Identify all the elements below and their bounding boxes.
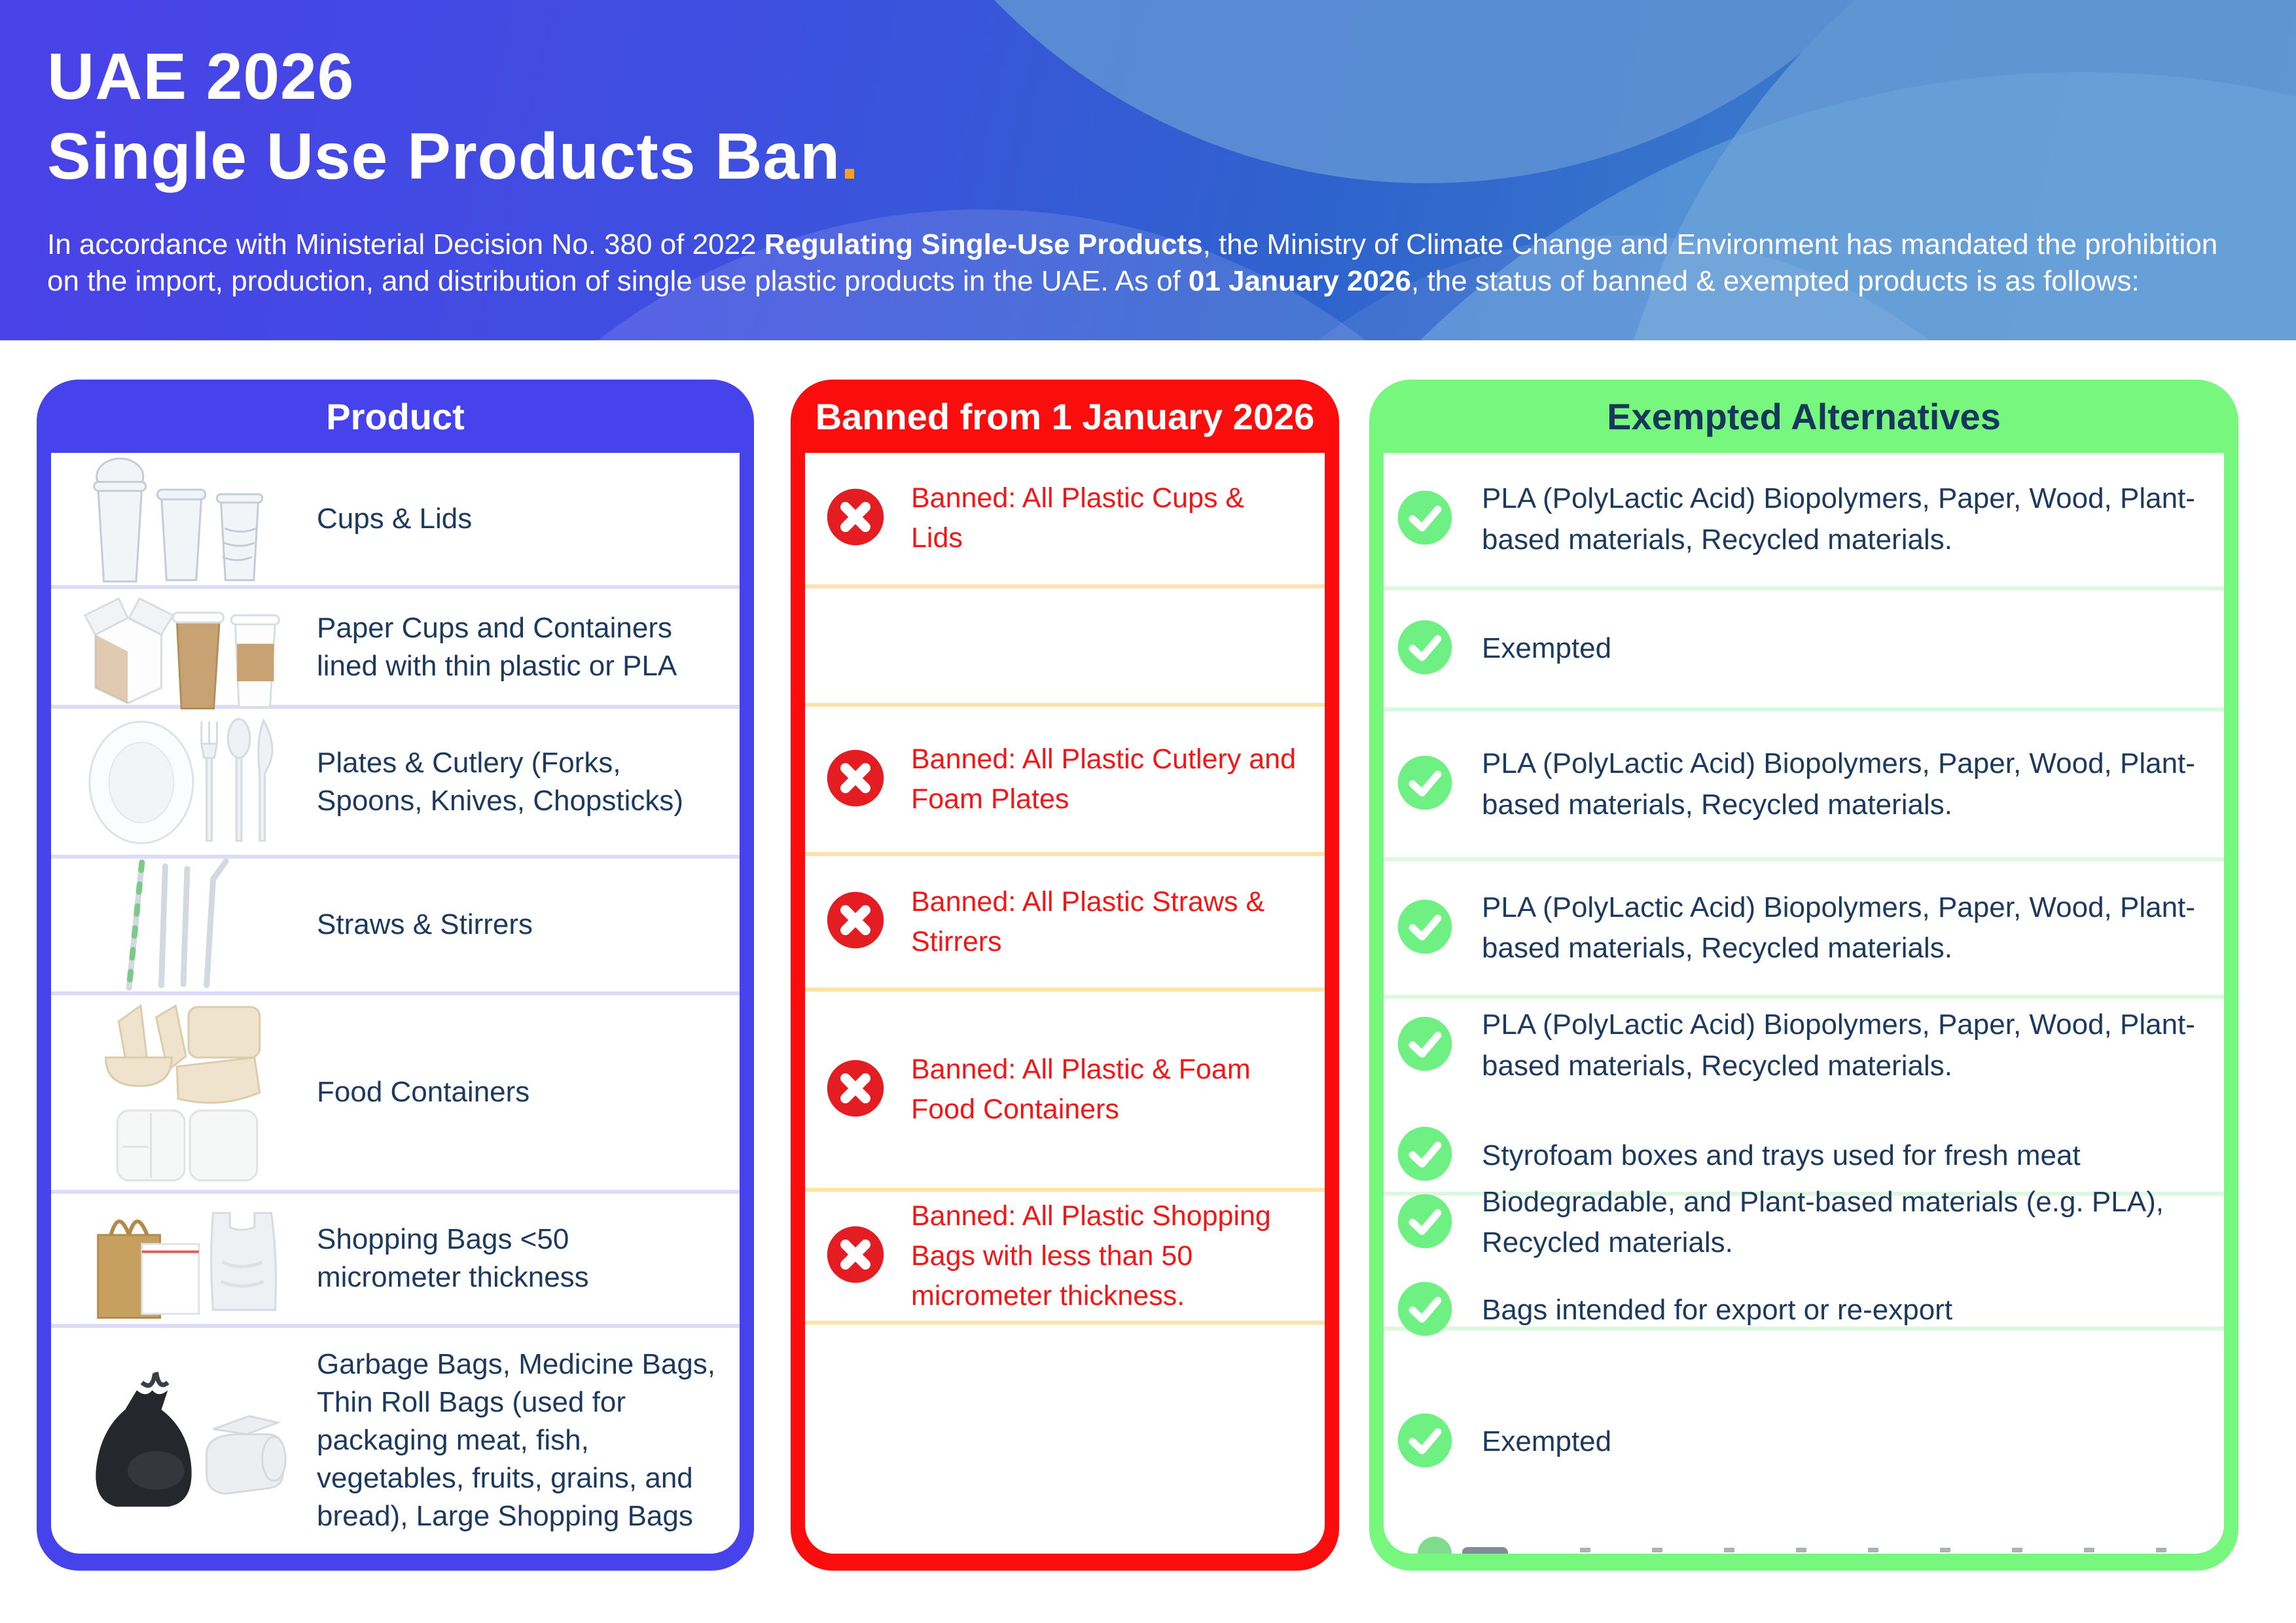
exempted-entry: Exempted xyxy=(1397,1412,2198,1472)
check-circle-icon xyxy=(1397,1126,1453,1185)
banned-text: Banned: All Plastic Cups & Lids xyxy=(911,482,1245,554)
straws-image xyxy=(80,851,300,999)
exempted-entry: Bags intended for export or re-export xyxy=(1397,1281,2198,1340)
food-containers-image xyxy=(80,995,300,1189)
banned-row-paper-cups-empty xyxy=(805,588,1325,707)
clipped-text-fragments xyxy=(1384,1534,2224,1554)
exempted-text: Exempted xyxy=(1482,632,1612,665)
exempted-column-header: Exempted Alternatives xyxy=(1607,395,2001,437)
product-column: Product xyxy=(37,380,754,1571)
hero-background-curves xyxy=(598,0,2296,340)
exempted-row-garbage-bags: Exempted xyxy=(1384,1330,2224,1554)
row-straws-stirrers: Straws & Stirrers xyxy=(51,858,740,995)
row-food-containers: Food Containers xyxy=(51,995,740,1194)
check-circle-icon xyxy=(1397,490,1453,549)
product-label: Plates & Cutlery (Forks, Spoons, Knives,… xyxy=(317,746,684,817)
shopping-bags-image xyxy=(80,1185,300,1333)
check-circle-icon xyxy=(1397,755,1453,814)
row-garbage-bags: Garbage Bags, Medicine Bags, Thin Roll B… xyxy=(51,1328,740,1554)
banned-column-body: Banned: All Plastic Cups & Lids Banned: … xyxy=(805,453,1325,1554)
exempted-text: PLA (PolyLactic Acid) Biopolymers, Paper… xyxy=(1482,482,2195,556)
banned-row-cutlery: Banned: All Plastic Cutlery and Foam Pla… xyxy=(805,707,1325,857)
plate-cutlery-image xyxy=(80,707,300,856)
banned-text: Banned: All Plastic Straws & Stirrers xyxy=(911,885,1265,957)
exempted-text: Bags intended for export or re-export xyxy=(1482,1293,1953,1326)
exempted-text: PLA (PolyLactic Acid) Biopolymers, Paper… xyxy=(1482,747,2195,821)
x-circle-icon xyxy=(826,1225,885,1287)
exempted-text: PLA (PolyLactic Acid) Biopolymers, Paper… xyxy=(1482,891,2195,965)
exempted-column-body: PLA (PolyLactic Acid) Biopolymers, Paper… xyxy=(1384,453,2224,1554)
exempted-entry: Biodegradable, and Plant-based materials… xyxy=(1397,1182,2198,1264)
exempted-entry: Exempted xyxy=(1397,619,2198,679)
page-title: UAE 2026 Single Use Products Ban. xyxy=(47,37,2244,196)
check-circle-icon xyxy=(1397,1412,1453,1472)
plastic-cups-image xyxy=(80,453,300,594)
x-circle-icon xyxy=(826,891,885,953)
banned-row-straws: Banned: All Plastic Straws & Stirrers xyxy=(805,856,1325,992)
exempted-row-straws: PLA (PolyLactic Acid) Biopolymers, Paper… xyxy=(1384,861,2224,999)
row-paper-cups: Paper Cups and Containers lined with thi… xyxy=(51,589,740,710)
product-column-header: Product xyxy=(326,395,465,437)
exempted-column: Exempted Alternatives PLA (PolyLactic Ac… xyxy=(1369,380,2238,1571)
banned-text: Banned: All Plastic Cutlery and Foam Pla… xyxy=(911,743,1296,815)
exempted-entry: PLA (PolyLactic Acid) Biopolymers, Paper… xyxy=(1397,743,2198,825)
exempted-text: Styrofoam boxes and trays used for fresh… xyxy=(1482,1139,2081,1171)
title-line-2: Single Use Products Ban. xyxy=(47,120,859,193)
banned-column-header: Banned from 1 January 2026 xyxy=(815,395,1315,437)
check-circle-icon xyxy=(1397,619,1453,679)
exempted-row-paper-cups: Exempted xyxy=(1384,590,2224,711)
banned-text: Banned: All Plastic & Foam Food Containe… xyxy=(911,1054,1251,1126)
check-circle-icon xyxy=(1397,1281,1453,1340)
intro-paragraph: In accordance with Ministerial Decision … xyxy=(47,228,2218,298)
row-shopping-bags: Shopping Bags <50 micrometer thickness xyxy=(51,1194,740,1328)
check-circle-icon xyxy=(1397,1193,1453,1253)
product-label: Food Containers xyxy=(317,1076,530,1109)
exempted-text: PLA (PolyLactic Acid) Biopolymers, Paper… xyxy=(1482,1008,2195,1082)
x-circle-icon xyxy=(826,749,885,811)
check-circle-icon xyxy=(1397,899,1453,958)
exempted-entry: PLA (PolyLactic Acid) Biopolymers, Paper… xyxy=(1397,1005,2198,1086)
product-label: Straws & Stirrers xyxy=(317,908,533,941)
clipped-glyph xyxy=(1462,1547,1508,1554)
title-line-1: UAE 2026 xyxy=(47,40,355,113)
banned-column: Banned from 1 January 2026 Banned: All P… xyxy=(791,380,1339,1571)
banned-text: Banned: All Plastic Shopping Bags with l… xyxy=(911,1200,1271,1312)
product-label: Paper Cups and Containers lined with thi… xyxy=(317,611,677,682)
x-circle-icon xyxy=(826,1059,885,1121)
x-circle-icon xyxy=(826,488,885,550)
hero-banner: UAE 2026 Single Use Products Ban. In acc… xyxy=(0,0,2296,340)
clipped-check-icon xyxy=(1418,1537,1452,1554)
product-label: Shopping Bags <50 micrometer thickness xyxy=(317,1223,589,1294)
paper-cups-image xyxy=(80,573,300,721)
exempted-row-shopping-bags: Biodegradable, and Plant-based materials… xyxy=(1384,1186,2224,1336)
exempted-row-cutlery: PLA (PolyLactic Acid) Biopolymers, Paper… xyxy=(1384,711,2224,862)
row-plates-cutlery: Plates & Cutlery (Forks, Spoons, Knives,… xyxy=(51,709,740,859)
exempted-entry: PLA (PolyLactic Acid) Biopolymers, Paper… xyxy=(1397,478,2198,560)
check-circle-icon xyxy=(1397,1016,1453,1075)
clipped-letter-tops xyxy=(1580,1548,2224,1552)
exempted-entry: PLA (PolyLactic Acid) Biopolymers, Paper… xyxy=(1397,887,2198,969)
exempted-entry: Styrofoam boxes and trays used for fresh… xyxy=(1397,1126,2198,1185)
garbage-bags-image xyxy=(80,1357,300,1525)
banned-row-food-containers: Banned: All Plastic & Foam Food Containe… xyxy=(805,991,1325,1192)
product-label: Garbage Bags, Medicine Bags, Thin Roll B… xyxy=(317,1348,716,1533)
row-cups-lids: Cups & Lids xyxy=(51,453,740,590)
title-accent-dot: . xyxy=(840,120,859,193)
banned-row-cups: Banned: All Plastic Cups & Lids xyxy=(805,453,1325,588)
exempted-row-cups: PLA (PolyLactic Acid) Biopolymers, Paper… xyxy=(1384,453,2224,590)
banned-row-shopping-bags: Banned: All Plastic Shopping Bags with l… xyxy=(805,1192,1325,1325)
product-column-body: Cups & Lids Paper Cups and Contai xyxy=(51,453,740,1554)
exempted-text: Exempted xyxy=(1482,1425,1612,1458)
exempted-row-food-containers: PLA (PolyLactic Acid) Biopolymers, Paper… xyxy=(1384,999,2224,1196)
product-label: Cups & Lids xyxy=(317,503,473,535)
banned-row-garbage-empty xyxy=(805,1325,1325,1554)
exempted-text: Biodegradable, and Plant-based materials… xyxy=(1482,1185,2164,1259)
